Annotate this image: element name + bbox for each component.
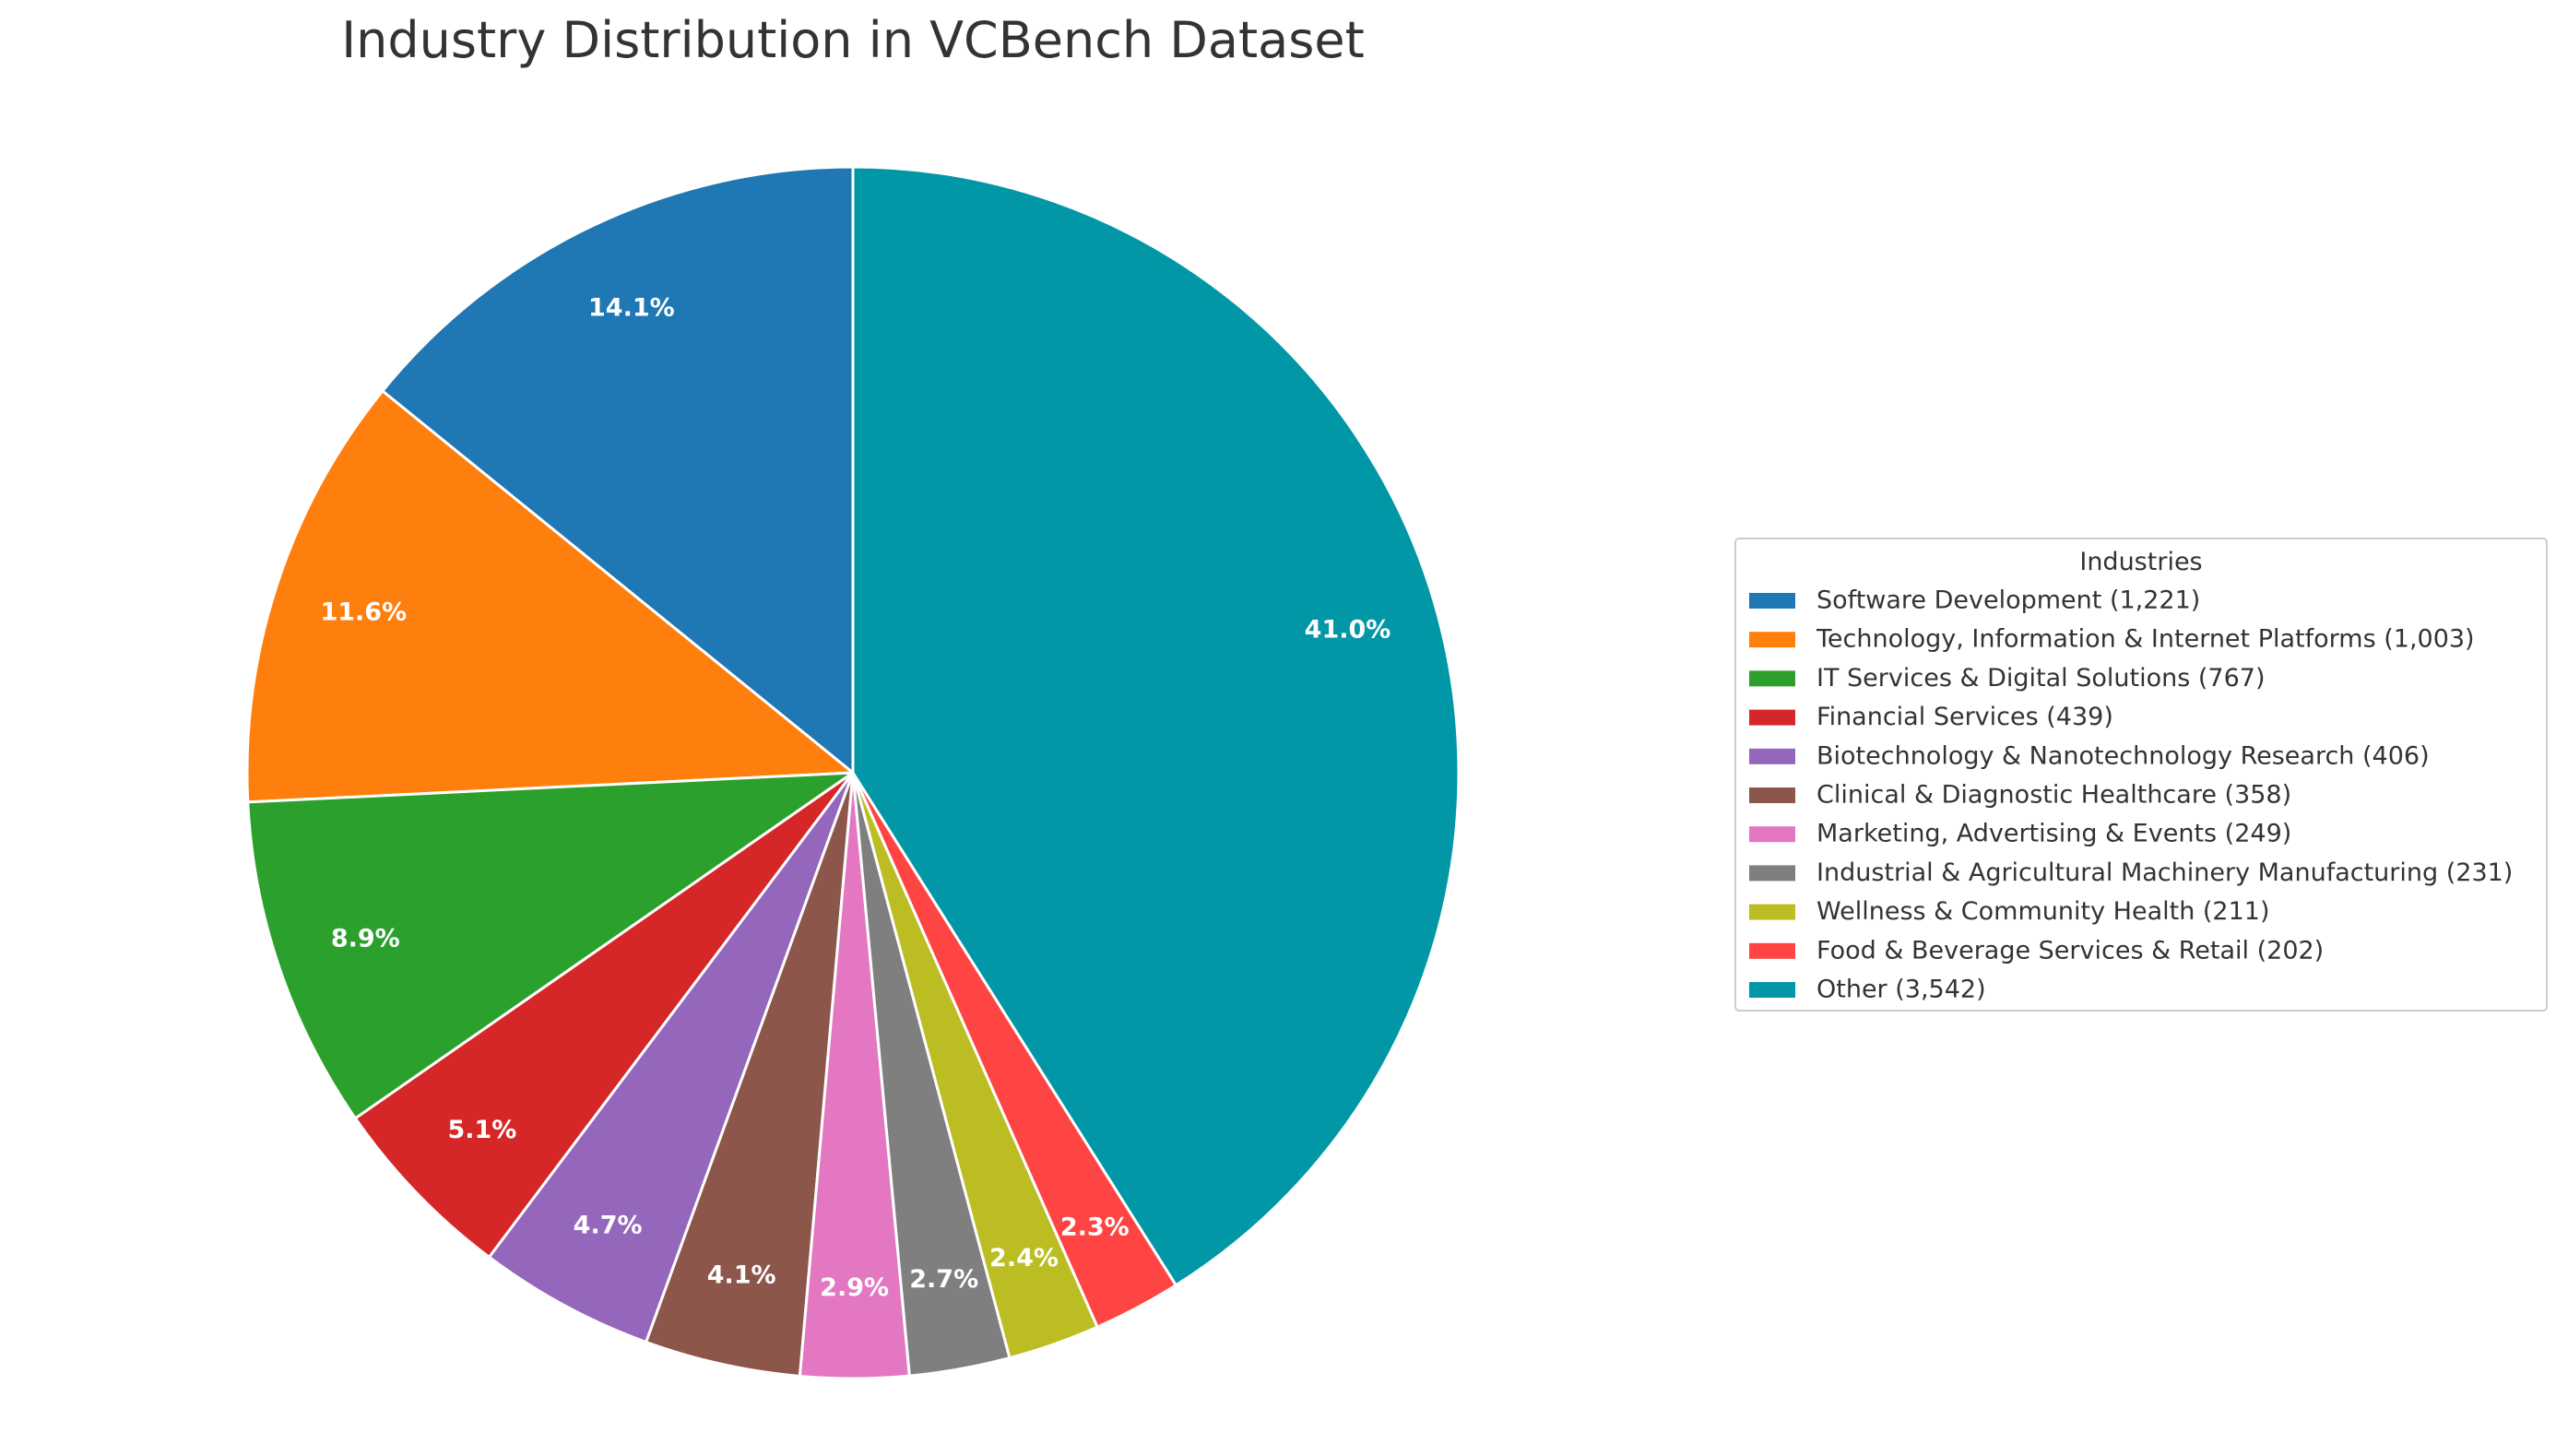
legend-items: Software Development (1,221) Technology, … — [1749, 586, 2513, 1004]
legend-entry-biotechnology-and-nanotechnology-research: Biotechnology & Nanotechnology Research … — [1816, 741, 2430, 770]
legend-swatch-industrial-and-agricultural-machinery-manufacturing — [1749, 865, 1795, 882]
legend-entry-it-services-and-digital-solutions: IT Services & Digital Solutions (767) — [1816, 664, 2266, 692]
legend-swatch-food-and-beverage-services-and-retail — [1749, 942, 1795, 959]
legend-entry-financial-services: Financial Services (439) — [1816, 703, 2113, 731]
legend-swatch-other — [1749, 982, 1795, 998]
pie-slice-software-development — [381, 165, 855, 775]
pie-slice-biotechnology-and-nanotechnology-research — [488, 771, 855, 1344]
pie-slice-technology-information-and-internet-platforms — [245, 389, 855, 804]
pie-slice-it-services-and-digital-solutions — [246, 771, 855, 1120]
pie-slice-financial-services — [353, 771, 855, 1259]
legend-swatch-technology-information-and-internet-platforms — [1749, 632, 1795, 648]
pie-percent-label-food-and-beverage-services-and-retail: 2.3% — [1060, 1213, 1130, 1242]
legend-frame — [1734, 538, 2548, 1012]
pie-slice-clinical-and-diagnostic-healthcare — [645, 771, 855, 1378]
pie-percent-label-marketing-advertising-and-events: 2.9% — [820, 1273, 889, 1302]
legend-title: Industries — [2079, 548, 2202, 576]
legend: Industries Software Development (1,221) T… — [1734, 538, 2548, 1012]
pie-percent-label-wellness-and-community-health: 2.4% — [989, 1244, 1059, 1273]
pie-slices — [245, 165, 1461, 1380]
legend-entry-wellness-and-community-health: Wellness & Community Health (211) — [1816, 897, 2270, 926]
legend-swatch-software-development — [1749, 593, 1795, 609]
legend-entry-technology-information-and-internet-platforms: Technology, Information & Internet Platf… — [1816, 625, 2475, 654]
pie-percent-label-biotechnology-and-nanotechnology-research: 4.7% — [574, 1212, 643, 1240]
legend-swatch-it-services-and-digital-solutions — [1749, 670, 1795, 687]
pie-percent-label-financial-services: 5.1% — [447, 1116, 516, 1144]
legend-entry-clinical-and-diagnostic-healthcare: Clinical & Diagnostic Healthcare (358) — [1816, 781, 2291, 810]
legend-swatch-biotechnology-and-nanotechnology-research — [1749, 748, 1795, 764]
pie-percent-label-clinical-and-diagnostic-healthcare: 4.1% — [707, 1261, 776, 1290]
pie-slice-other — [851, 165, 1461, 1287]
pie-percent-label-other: 41.0% — [1305, 616, 1391, 645]
pie-percent-label-technology-information-and-internet-platforms: 11.6% — [320, 598, 407, 627]
chart-title: Industry Distribution in VCBench Dataset — [341, 11, 1365, 69]
legend-swatch-clinical-and-diagnostic-healthcare — [1749, 787, 1795, 803]
legend-swatch-marketing-advertising-and-events — [1749, 826, 1795, 843]
legend-entry-marketing-advertising-and-events: Marketing, Advertising & Events (249) — [1816, 820, 2291, 848]
legend-swatch-wellness-and-community-health — [1749, 904, 1795, 920]
legend-entry-software-development: Software Development (1,221) — [1816, 586, 2200, 615]
pie-percent-label-industrial-and-agricultural-machinery-manufacturing: 2.7% — [909, 1265, 978, 1294]
legend-entry-industrial-and-agricultural-machinery-manufacturing: Industrial & Agricultural Machinery Manu… — [1816, 858, 2513, 887]
legend-swatch-financial-services — [1749, 709, 1795, 726]
pie-percent-label-software-development: 14.1% — [588, 293, 675, 322]
pie-percent-label-it-services-and-digital-solutions: 8.9% — [331, 924, 400, 953]
legend-entry-other: Other (3,542) — [1816, 976, 1986, 1004]
legend-entry-food-and-beverage-services-and-retail: Food & Beverage Services & Retail (202) — [1816, 936, 2324, 965]
pie-percent-labels: 14.1% 11.6% 8.9% 5.1% 4.7% 4.1% 2.9% 2.7% 2.4%2.… — [320, 293, 1390, 1302]
